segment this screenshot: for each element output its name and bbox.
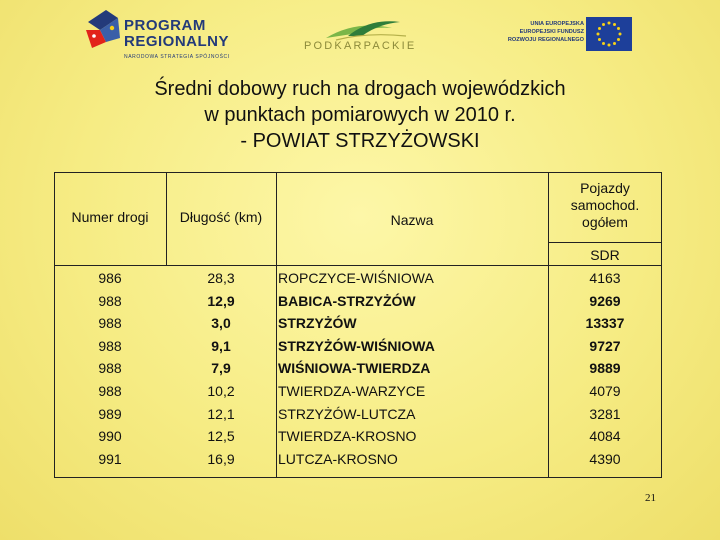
logo-program-line2: REGIONALNY (124, 33, 230, 50)
title-line-1: Średni dobowy ruch na drogach wojewódzki… (154, 78, 566, 100)
logo-podkarpackie-text: PODKARPACKIE (304, 40, 417, 52)
cell-sdr: 9269 (589, 292, 621, 309)
cell-name: LUTCZA-KROSNO (278, 450, 398, 467)
header-vehicles-line2: samochod. (570, 197, 640, 213)
logo-program-line1: PROGRAM (124, 17, 206, 34)
slide-title: Średni dobowy ruch na drogach wojewódzki… (80, 76, 640, 154)
cell-sdr: 4390 (589, 450, 621, 467)
cell-road-number: 989 (98, 405, 122, 422)
cell-length: 12,1 (207, 405, 235, 422)
cell-road-number: 988 (98, 383, 122, 399)
traffic-table: Numer drogi Długość (km) Nazwa Pojazdy s… (54, 172, 662, 478)
header-vehicles-line3: ogółem (582, 214, 628, 230)
title-line-2: w punktach pomiarowych w 2010 r. (204, 104, 516, 126)
cell-length: 7,9 (211, 360, 231, 377)
table-divider-length (276, 172, 277, 478)
cell-name: TWIERDZA-KROSNO (278, 428, 417, 445)
header-number: Numer drogi (71, 209, 149, 225)
cell-road-number: 990 (98, 428, 122, 445)
program-regionalny-emblem-icon (86, 10, 120, 48)
eu-line1: UNIA EUROPEJSKA (530, 21, 584, 27)
podkarpackie-hills-icon (326, 21, 407, 41)
cell-road-number: 991 (98, 450, 122, 467)
podkarpackie-logo: PODKARPACKIE (296, 14, 432, 56)
header-length: Długość (km) (179, 209, 263, 225)
cell-length: 9,1 (211, 337, 231, 354)
eu-logo-text: UNIA EUROPEJSKA EUROPEJSKI FUNDUSZ ROZWO… (490, 20, 584, 44)
title-line-3: - POWIAT STRZYŻOWSKI (240, 130, 480, 152)
header-sdr: SDR (590, 247, 620, 263)
cell-road-number: 986 (98, 270, 122, 286)
program-regionalny-logo: PROGRAM REGIONALNY NARODOWA STRATEGIA SP… (84, 8, 284, 60)
cell-road-number: 988 (98, 292, 122, 309)
table-divider-header (54, 265, 662, 266)
cell-length: 3,0 (211, 315, 231, 332)
cell-sdr: 9727 (589, 337, 621, 354)
cell-length: 28,3 (207, 270, 235, 286)
header-name: Nazwa (390, 212, 434, 228)
cell-name: ROPCZYCE-WIŚNIOWA (278, 270, 434, 286)
eu-line3: ROZWOJU REGIONALNEGO (507, 37, 584, 43)
page-number: 21 (645, 492, 656, 504)
cell-sdr: 13337 (585, 315, 625, 332)
header-vehicles: Pojazdy samochod. ogółem (548, 180, 662, 231)
cell-sdr: 3281 (589, 405, 621, 422)
cell-name: BABICA-STRZYŻÓW (278, 292, 416, 309)
table-frame (54, 172, 662, 478)
header-vehicles-line1: Pojazdy (580, 180, 630, 196)
table-divider-number (166, 172, 167, 265)
eu-logo: UNIA EUROPEJSKA EUROPEJSKI FUNDUSZ ROZWO… (488, 14, 636, 58)
cell-name: STRZYŻÓW-LUTCZA (278, 405, 416, 422)
cell-name: WIŚNIOWA-TWIERDZA (278, 360, 431, 377)
eu-flag-icon (586, 17, 632, 51)
cell-sdr: 4084 (589, 428, 621, 445)
cell-name: TWIERDZA-WARZYCE (278, 383, 426, 399)
cell-length: 16,9 (207, 450, 235, 467)
cell-road-number: 988 (98, 360, 122, 377)
cell-sdr: 4163 (589, 270, 621, 286)
eu-line2: EUROPEJSKI FUNDUSZ (519, 29, 584, 35)
cell-name: STRZYŻÓW-WIŚNIOWA (278, 337, 435, 354)
cell-length: 12,9 (207, 292, 235, 309)
cell-road-number: 988 (98, 337, 122, 354)
cell-length: 10,2 (207, 383, 235, 399)
cell-name: STRZYŻÓW (278, 315, 357, 332)
logo-program-tagline: NARODOWA STRATEGIA SPÓJNOŚCI (124, 54, 230, 60)
table-divider-subheader (548, 242, 662, 243)
cell-length: 12,5 (207, 428, 235, 445)
cell-sdr: 9889 (589, 360, 621, 377)
cell-sdr: 4079 (589, 383, 621, 399)
table-divider-name (548, 172, 549, 478)
cell-road-number: 988 (98, 315, 122, 332)
